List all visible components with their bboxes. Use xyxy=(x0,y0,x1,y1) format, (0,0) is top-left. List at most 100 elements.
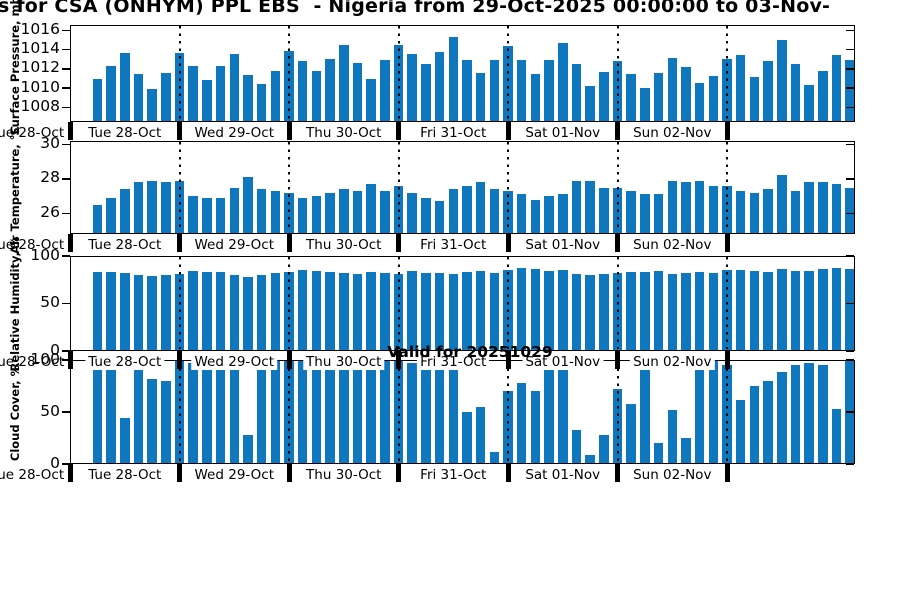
bar xyxy=(640,194,650,234)
bar xyxy=(215,197,226,234)
bar xyxy=(256,275,267,351)
day-boundary-line xyxy=(616,361,619,462)
bar xyxy=(229,187,239,234)
bar xyxy=(599,71,609,122)
day-boundary-line xyxy=(178,142,181,232)
bar xyxy=(448,37,458,122)
bar xyxy=(667,409,677,464)
bar xyxy=(749,271,760,351)
bar xyxy=(708,185,719,234)
x-tick-label: Sun 02-Nov xyxy=(630,353,715,370)
y-tick-mark xyxy=(845,255,854,257)
y-tick-mark xyxy=(845,68,854,70)
bar xyxy=(599,187,609,234)
y-tick-mark xyxy=(845,350,854,352)
bar xyxy=(735,270,746,351)
bar xyxy=(421,64,431,122)
bar xyxy=(92,272,103,351)
bar xyxy=(653,443,664,464)
day-boundary-line xyxy=(397,257,400,349)
bar xyxy=(421,197,431,234)
bar xyxy=(366,184,376,234)
bar xyxy=(694,272,705,351)
y-tick-label: 1012 xyxy=(20,58,60,77)
bar xyxy=(475,406,486,464)
bar xyxy=(339,189,349,234)
bar xyxy=(161,72,171,122)
x-tick-label: Tue 28-Oct xyxy=(85,353,165,370)
bar xyxy=(558,360,568,464)
bar xyxy=(188,66,198,122)
bar xyxy=(790,271,801,351)
bar xyxy=(516,382,527,464)
bar xyxy=(831,55,842,122)
y-tick-label: 100 xyxy=(30,349,60,368)
bar xyxy=(489,451,500,464)
bar xyxy=(845,269,855,351)
bar xyxy=(297,61,308,122)
bar xyxy=(530,391,541,464)
bar xyxy=(790,190,801,234)
bar xyxy=(749,386,760,464)
bar xyxy=(215,66,226,122)
bar xyxy=(120,53,130,122)
bar xyxy=(325,369,335,464)
bar xyxy=(243,434,253,464)
bar xyxy=(777,372,787,464)
bar xyxy=(626,190,636,234)
y-tick-mark xyxy=(62,350,70,352)
bar xyxy=(516,268,527,351)
bar xyxy=(462,60,472,122)
bar xyxy=(462,185,472,234)
x-tick-label: Fri 31-Oct xyxy=(417,466,490,483)
x-tick-thick xyxy=(286,464,292,482)
x-tick-label-clipped: Tue 28-Oct xyxy=(0,466,65,483)
bar xyxy=(229,54,239,122)
bar xyxy=(243,276,253,351)
x-tick-thick xyxy=(67,351,73,369)
x-tick-label: Fri 31-Oct xyxy=(417,353,490,370)
x-tick-label: Fri 31-Oct xyxy=(417,236,490,253)
x-tick-label: Wed 29-Oct xyxy=(191,236,277,253)
x-tick-label: Thu 30-Oct xyxy=(303,236,385,253)
bar xyxy=(571,64,582,122)
bar xyxy=(653,72,664,122)
y-tick-label: 0 xyxy=(50,453,60,472)
x-tick-label: Thu 30-Oct xyxy=(303,466,385,483)
y-tick-label: 1016 xyxy=(20,19,60,38)
bar xyxy=(558,270,568,351)
bar xyxy=(339,273,349,351)
y-tick-mark xyxy=(845,48,854,51)
bar xyxy=(585,86,595,122)
bar xyxy=(339,364,349,464)
x-tick-thick xyxy=(724,234,730,252)
bar xyxy=(380,360,390,464)
y-tick-mark xyxy=(62,302,70,305)
bar xyxy=(256,84,267,122)
bar xyxy=(585,180,595,234)
y-tick-label: 1010 xyxy=(20,77,60,96)
x-tick-thick xyxy=(396,464,401,482)
bar xyxy=(407,363,417,464)
day-boundary-line xyxy=(288,361,290,462)
y-tick-mark xyxy=(845,29,854,32)
bar xyxy=(352,362,363,464)
bar xyxy=(831,268,842,351)
x-tick-label: Tue 28-Oct xyxy=(85,124,165,141)
y-tick-mark xyxy=(62,359,70,361)
day-boundary-line xyxy=(726,26,728,120)
x-tick-thick xyxy=(724,351,730,369)
bar xyxy=(256,360,267,464)
x-tick-thick xyxy=(615,464,620,482)
bar xyxy=(516,194,527,234)
day-boundary-line xyxy=(397,361,400,462)
bar xyxy=(380,273,390,351)
bar xyxy=(818,269,828,351)
y-tick-mark xyxy=(62,68,70,70)
x-tick-thick xyxy=(505,464,511,482)
bar xyxy=(147,275,157,351)
bar xyxy=(448,274,458,351)
day-boundary-line xyxy=(726,142,728,232)
bar xyxy=(311,271,322,351)
bar xyxy=(626,403,636,464)
